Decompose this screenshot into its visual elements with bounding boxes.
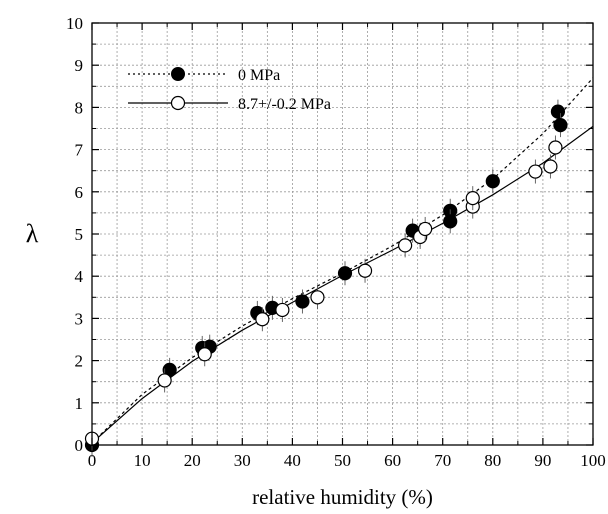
data-point-8-7mpa — [548, 140, 563, 155]
data-point-8-7mpa — [357, 263, 373, 278]
x-tick-label: 30 — [234, 451, 251, 470]
y-tick-label: 8 — [75, 98, 84, 117]
x-tick-label: 90 — [534, 451, 551, 470]
y-axis-title: λ — [26, 219, 39, 248]
y-tick-label: 4 — [75, 267, 84, 286]
y-tick-label: 9 — [75, 56, 84, 75]
data-point-0mpa — [553, 118, 568, 133]
x-tick-label: 0 — [88, 451, 97, 470]
x-tick-label: 70 — [434, 451, 451, 470]
x-tick-label: 10 — [134, 451, 151, 470]
grid — [92, 23, 593, 445]
ticks — [91, 22, 594, 446]
x-tick-label: 40 — [284, 451, 301, 470]
x-tick-label: 50 — [334, 451, 351, 470]
data-point-8-7mpa — [543, 159, 558, 174]
y-tick-label: 2 — [75, 352, 84, 371]
data-point-8-7mpa — [197, 347, 212, 362]
data-point-8-7mpa — [398, 238, 413, 253]
data-point-8-7mpa — [255, 312, 270, 327]
y-tick-label: 5 — [75, 225, 84, 244]
data-point-8-7mpa — [157, 373, 172, 388]
data-points — [84, 99, 568, 457]
legend-marker-0mpa — [171, 67, 185, 81]
data-point-0mpa — [550, 104, 566, 119]
data-point-0mpa — [295, 294, 310, 309]
data-point-8-7mpa — [418, 221, 433, 237]
data-point-8-7mpa — [465, 191, 480, 206]
data-point-0mpa — [485, 174, 500, 189]
data-point-8-7mpa — [275, 302, 290, 318]
x-tick-label: 60 — [384, 451, 401, 470]
y-tick-label: 3 — [75, 309, 84, 328]
x-tick-label: 20 — [184, 451, 201, 470]
data-point-0mpa — [337, 266, 353, 281]
legend: 0 MPa 8.7+/-0.2 MPa — [128, 67, 331, 113]
legend-marker-8-7mpa — [170, 95, 186, 111]
legend-label-8-7mpa: 8.7+/-0.2 MPa — [238, 96, 331, 113]
x-tick-label: 100 — [580, 451, 606, 470]
y-tick-label: 10 — [66, 14, 83, 33]
y-tick-label: 7 — [75, 141, 84, 160]
data-point-0mpa — [443, 214, 458, 229]
x-axis-title: relative humidity (%) — [252, 485, 433, 509]
y-tick-label: 1 — [75, 394, 84, 413]
data-point-8-7mpa — [310, 290, 325, 305]
legend-label-0mpa: 0 MPa — [238, 67, 280, 84]
y-tick-label: 0 — [75, 436, 84, 455]
tick-labels: 0 10 20 30 40 50 60 70 80 90 100 0 1 2 3 4 5 6 7 8 9 10 — [66, 14, 606, 470]
y-tick-label: 6 — [75, 183, 84, 202]
fit-curve-0mpa — [91, 77, 594, 444]
data-point-8-7mpa — [528, 164, 543, 179]
x-tick-label: 80 — [484, 451, 501, 470]
